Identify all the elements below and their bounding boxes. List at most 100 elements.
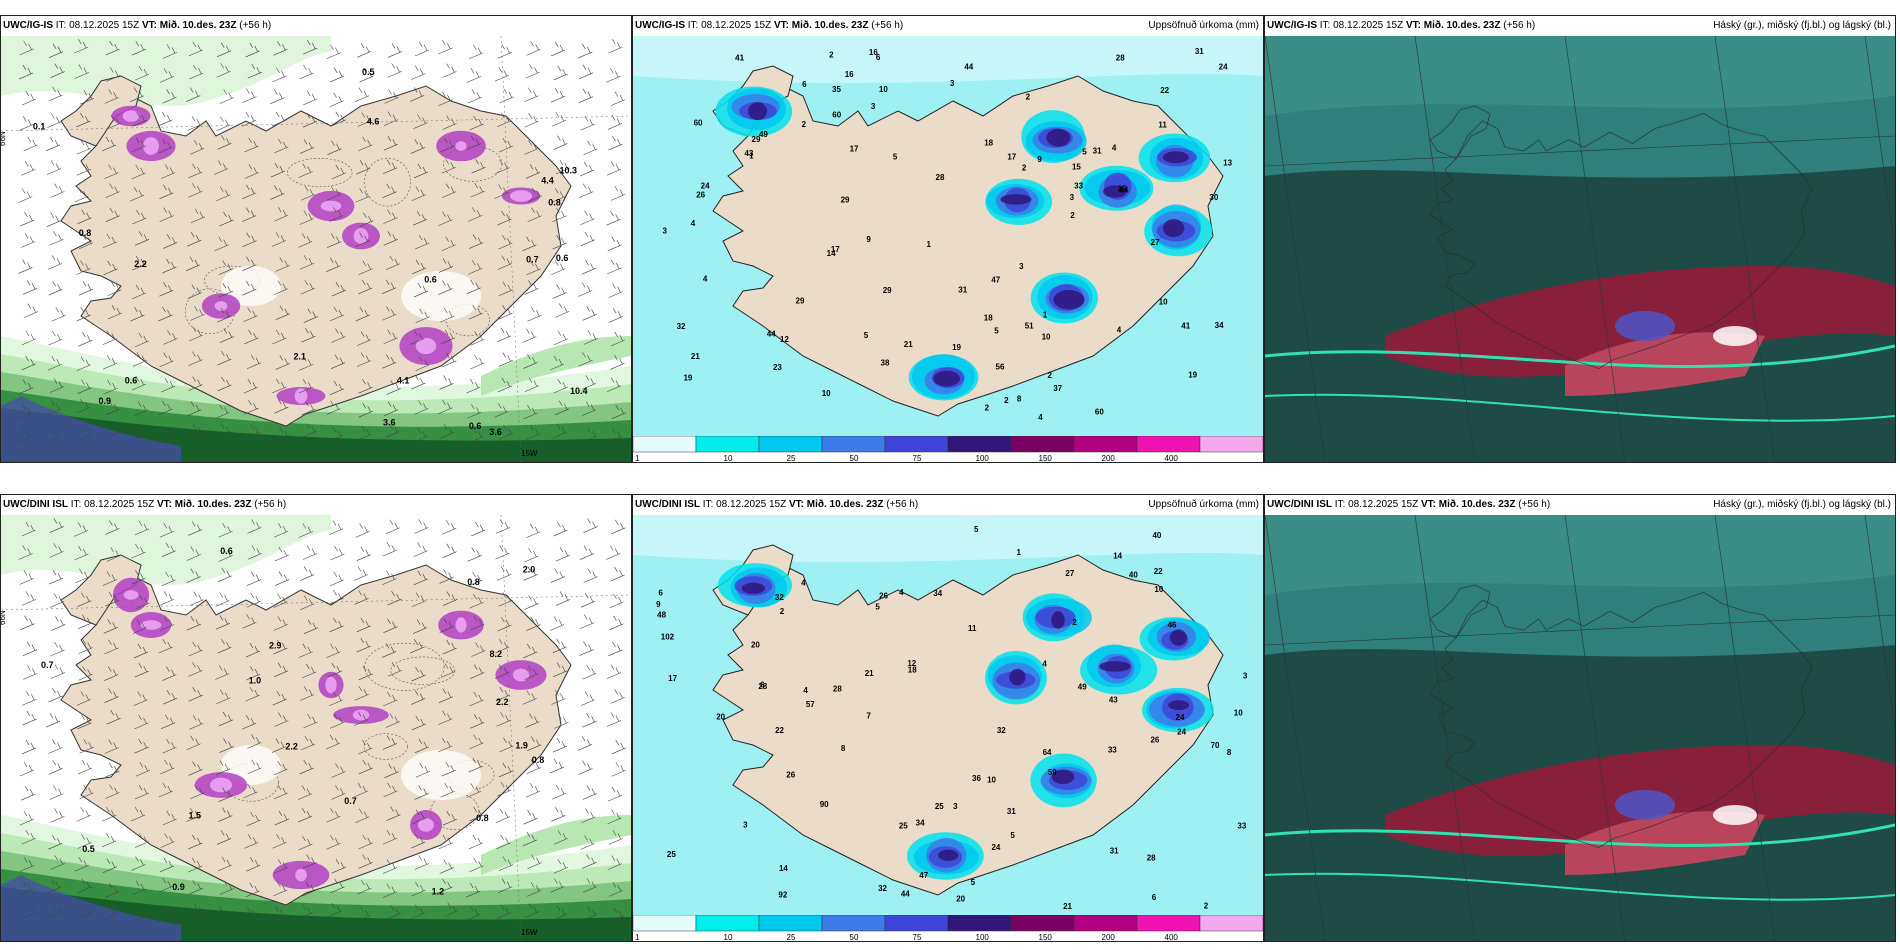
wind-barb: [134, 784, 150, 800]
wind-value-label: 2.2: [496, 697, 509, 707]
model-source: UWC/IG-IS: [3, 20, 53, 31]
precip-value-label: 4: [1117, 325, 1122, 334]
precip-value-label: 28: [833, 684, 842, 693]
wind-barb: [48, 569, 64, 585]
precip-value-label: 51: [1025, 322, 1034, 331]
wind-barb: [158, 638, 173, 654]
wind-barb: [46, 427, 61, 443]
precip-value-label: 28: [1116, 53, 1125, 62]
wind-barb: [246, 571, 262, 586]
precip-value-label: 22: [1154, 567, 1163, 576]
wind-barb: [217, 376, 232, 392]
precip-value-label: 18: [984, 314, 993, 323]
wind-barb: [410, 638, 425, 654]
precip-contour: [1046, 128, 1071, 147]
wind-barb: [553, 135, 568, 150]
precip-value-label: 41: [735, 54, 744, 63]
precip-value-label: 2: [802, 120, 807, 129]
wind-barb: [188, 687, 203, 702]
wind-barb: [190, 306, 205, 321]
wind-barb: [524, 280, 539, 295]
graticule-line: [500, 515, 522, 941]
hatched-area: [363, 733, 408, 760]
precip-contour: [1051, 611, 1065, 629]
wind-barb: [466, 378, 481, 394]
colorbar-swatch: [758, 915, 823, 932]
wind-barb: [357, 879, 372, 895]
wind-barb: [327, 140, 342, 155]
precip-value-label: 12: [907, 659, 916, 668]
wind-barb: [246, 354, 262, 370]
wind-barb: [189, 715, 204, 730]
wind-barb: [271, 232, 287, 247]
wind-barb: [189, 903, 205, 919]
wind-barb: [134, 738, 149, 754]
wind-barb: [611, 404, 626, 420]
precip-value-label: 17: [1007, 152, 1016, 161]
wind-map-top: 0.5 0.6 0.6 0.9 0.6 0.1 0.8 10.3 3.6 3.6 4.6 4.4 4.1…: [1, 36, 631, 462]
precip-value-label: 16: [869, 48, 878, 57]
wind-barb: [496, 834, 511, 850]
wind-barb: [46, 212, 61, 227]
colorbar-swatch: [1199, 915, 1263, 932]
wind-barb: [356, 906, 371, 922]
wind-barb: [525, 782, 541, 798]
wind-barb: [299, 255, 315, 270]
wind-barb: [414, 738, 429, 754]
precip-value-label: 21: [904, 340, 913, 349]
precip-value-label: 1: [1016, 548, 1021, 557]
wind-barb: [76, 260, 91, 275]
lead-time: (+56 h): [1503, 20, 1536, 31]
wind-barb: [441, 159, 456, 174]
precip-value-label: 5: [974, 525, 979, 534]
wind-barb: [104, 164, 119, 179]
wind-barb: [469, 115, 484, 131]
wind-barb: [188, 183, 203, 198]
precip-contour: [1009, 668, 1026, 686]
wind-barb: [272, 690, 287, 706]
wind-barb: [79, 234, 94, 250]
wind-barb: [579, 183, 594, 198]
wind-barb: [246, 424, 261, 439]
precip-value-label: 17: [668, 674, 677, 683]
wind-barb: [101, 136, 117, 152]
colorbar-swatch: [1010, 436, 1075, 453]
wind-value-label: 0.5: [362, 67, 375, 77]
wind-barb: [608, 641, 623, 657]
precip-value-label: 6: [1152, 893, 1157, 902]
wind-barb: [79, 425, 94, 441]
precip-blob-core: [325, 676, 337, 694]
wind-barb: [77, 834, 92, 849]
wind-barb: [551, 807, 566, 822]
precip-value-label: 12: [780, 335, 789, 344]
mid-cloud-area: [1265, 36, 1895, 116]
wind-barb: [469, 734, 484, 750]
wind-barb: [102, 354, 118, 370]
wind-barb: [330, 354, 346, 369]
wind-barb: [550, 568, 565, 583]
wind-barb: [21, 233, 36, 248]
wind-barb: [469, 806, 484, 822]
precip-value-label: 32: [878, 884, 887, 893]
wind-barb: [104, 739, 119, 754]
wind-barb: [242, 614, 257, 629]
wind-barb: [524, 140, 539, 155]
wind-barb: [552, 638, 567, 654]
wind-barb: [131, 164, 146, 180]
precip-value-label: 5: [1082, 148, 1087, 157]
precip-blob-core: [417, 818, 435, 832]
graticule-line: [1265, 515, 1326, 941]
precip-value-label: 40: [1152, 531, 1161, 540]
wind-barb: [104, 688, 119, 703]
wind-barb: [78, 332, 93, 347]
precip-value-label: 60: [694, 118, 703, 127]
wind-barb: [132, 619, 148, 634]
precip-value-label: 8: [841, 744, 846, 753]
colorbar-swatch: [884, 436, 949, 453]
wind-barb: [134, 65, 150, 81]
wind-barb: [578, 760, 593, 775]
precip-value-label: 25: [667, 850, 676, 859]
wind-barb: [102, 905, 117, 921]
init-time: IT: 08.12.2025 15Z: [55, 20, 140, 31]
wind-barb: [133, 643, 149, 659]
